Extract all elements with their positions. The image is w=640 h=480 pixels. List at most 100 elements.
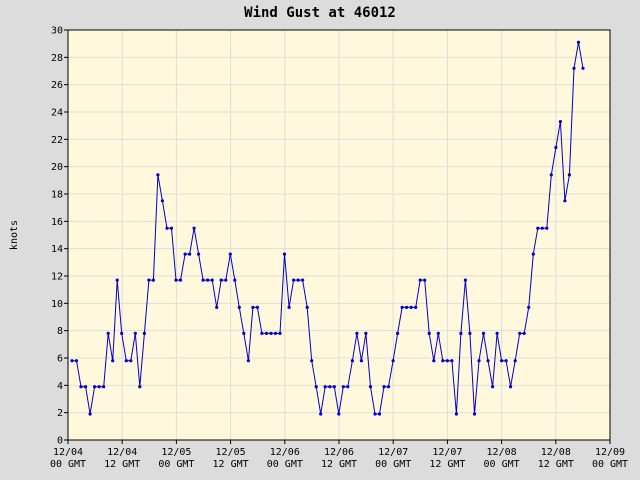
data-point xyxy=(228,252,232,256)
data-point xyxy=(296,278,300,282)
x-tick-time: 12 GMT xyxy=(429,459,465,470)
data-point xyxy=(319,412,323,416)
x-tick-date: 12/08 xyxy=(487,447,517,458)
data-point xyxy=(147,278,151,282)
y-tick-label: 24 xyxy=(51,108,63,119)
data-point xyxy=(169,226,174,230)
data-point xyxy=(156,173,160,177)
data-point xyxy=(364,331,368,335)
data-point xyxy=(436,331,440,335)
data-point xyxy=(215,305,219,309)
x-tick-time: 00 GMT xyxy=(484,459,520,470)
data-point xyxy=(468,331,472,335)
data-point xyxy=(432,359,436,363)
data-point xyxy=(536,226,540,230)
data-point xyxy=(522,331,526,335)
data-point xyxy=(124,359,128,363)
data-point xyxy=(251,305,255,309)
data-point xyxy=(400,305,404,309)
x-tick-time: 00 GMT xyxy=(267,459,303,470)
x-tick-date: 12/07 xyxy=(432,447,462,458)
data-point xyxy=(491,385,495,389)
data-point xyxy=(201,278,205,282)
data-point xyxy=(174,278,178,282)
data-point xyxy=(414,305,418,309)
data-point xyxy=(178,278,183,282)
data-point xyxy=(337,412,341,416)
data-point xyxy=(427,331,431,335)
data-point xyxy=(88,412,92,416)
data-point xyxy=(264,331,269,335)
data-point xyxy=(183,252,187,256)
y-tick-label: 14 xyxy=(51,244,63,255)
data-point xyxy=(486,359,490,363)
data-point xyxy=(219,278,223,282)
data-point xyxy=(115,278,119,282)
data-point xyxy=(255,305,259,309)
x-tick-date: 12/09 xyxy=(595,447,625,458)
plot-border xyxy=(67,29,611,441)
x-tick-time: 00 GMT xyxy=(375,459,411,470)
data-point xyxy=(165,226,169,230)
data-point xyxy=(513,359,517,363)
x-tick-time: 00 GMT xyxy=(592,459,628,470)
data-point xyxy=(391,359,395,363)
data-point xyxy=(396,331,400,335)
data-point xyxy=(405,305,409,309)
y-tick-label: 6 xyxy=(57,354,63,365)
data-point xyxy=(278,331,282,335)
data-point xyxy=(242,331,246,335)
data-point xyxy=(423,278,427,282)
data-point xyxy=(377,412,382,416)
data-point xyxy=(269,331,273,335)
series-line xyxy=(72,42,584,415)
data-point xyxy=(350,359,354,363)
x-tick-time: 12 GMT xyxy=(321,459,357,470)
data-point xyxy=(418,278,422,282)
y-tick-label: 10 xyxy=(51,299,63,310)
data-point xyxy=(463,278,467,282)
data-point xyxy=(129,359,133,363)
y-tick-label: 28 xyxy=(51,53,63,64)
data-point xyxy=(111,359,115,363)
y-tick-label: 22 xyxy=(51,135,63,146)
data-point xyxy=(382,385,386,389)
data-point xyxy=(151,278,155,282)
data-point xyxy=(495,331,499,335)
y-tick-label: 2 xyxy=(57,408,63,419)
data-point xyxy=(97,385,101,389)
data-point xyxy=(409,305,413,309)
data-point xyxy=(282,252,287,256)
data-point xyxy=(93,385,97,389)
data-point xyxy=(305,305,309,309)
data-point xyxy=(373,412,377,416)
y-tick-label: 12 xyxy=(51,272,63,283)
data-point xyxy=(581,66,585,70)
x-tick-date: 12/04 xyxy=(53,447,83,458)
y-tick-label: 0 xyxy=(57,436,63,447)
data-point xyxy=(210,278,214,282)
x-tick-time: 12 GMT xyxy=(213,459,249,470)
data-point xyxy=(120,331,124,335)
data-point xyxy=(355,331,359,335)
data-point xyxy=(346,385,350,389)
data-point xyxy=(323,385,327,389)
x-tick-date: 12/05 xyxy=(216,447,246,458)
y-axis-label: knots xyxy=(9,220,20,250)
data-point xyxy=(332,385,336,389)
data-point xyxy=(500,359,504,363)
data-point xyxy=(328,385,332,389)
y-tick-label: 8 xyxy=(57,326,63,337)
data-point xyxy=(301,278,305,282)
data-point xyxy=(74,359,79,363)
data-point xyxy=(206,278,210,282)
data-point xyxy=(273,331,278,335)
data-point xyxy=(386,385,391,389)
x-tick-date: 12/06 xyxy=(324,447,354,458)
x-tick-time: 00 GMT xyxy=(50,459,86,470)
data-point xyxy=(237,305,241,309)
data-point xyxy=(554,145,558,150)
y-tick-label: 4 xyxy=(57,381,63,392)
data-point xyxy=(567,173,572,177)
y-tick-label: 16 xyxy=(51,217,63,228)
